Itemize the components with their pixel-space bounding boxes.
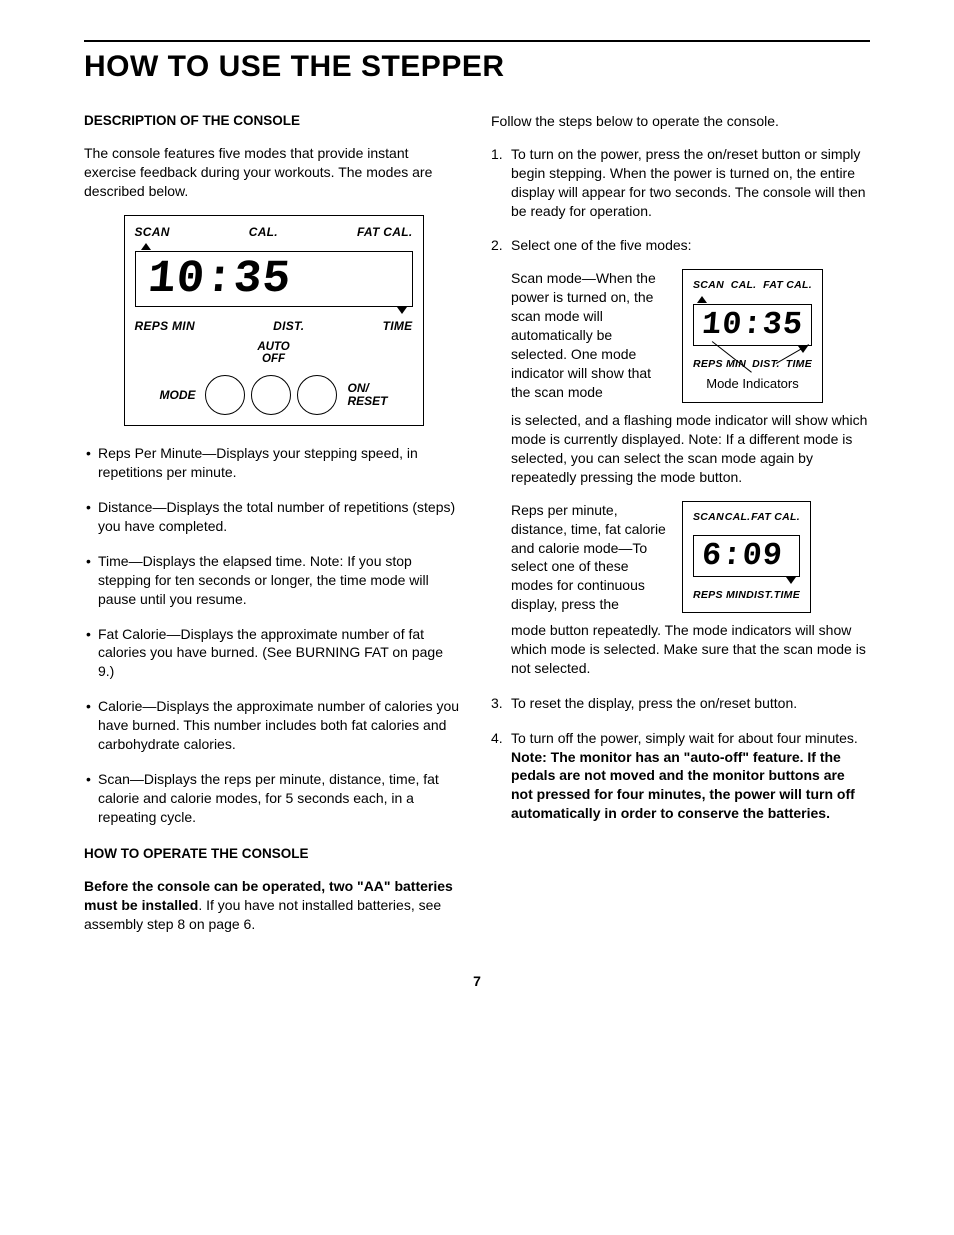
pointer-down-icon (798, 346, 808, 353)
pointer-down-icon (397, 307, 407, 314)
fig-label-scan: SCAN (135, 224, 170, 240)
fig-label-dist: DIST. (273, 318, 304, 334)
left-column: DESCRIPTION OF THE CONSOLE The console f… (84, 112, 463, 947)
fig-label-fatcal: FAT CAL. (357, 224, 413, 240)
mode-button-label: MODE (159, 387, 195, 403)
step-4-bold: Note: The monitor has an "auto-off" feat… (511, 749, 855, 822)
modes-list: Reps Per Minute—Displays your stepping s… (84, 444, 463, 826)
scan-mode-wrap-text: Scan mode—When the power is turned on, t… (511, 270, 656, 399)
fig-label-time: TIME (383, 318, 413, 334)
page-title: HOW TO USE THE STEPPER (84, 50, 870, 84)
step-4-lead: To turn off the power, simply wait for a… (511, 730, 858, 746)
auto-off-button[interactable] (251, 375, 291, 415)
fig-label-scan: SCAN (693, 278, 724, 292)
on-reset-button[interactable] (297, 375, 337, 415)
reps-mode-wrap-text: Reps per minute, distance, time, fat cal… (511, 502, 666, 612)
mode-indicators-caption: Mode Indicators (693, 375, 812, 393)
page-number: 7 (84, 973, 870, 989)
on-reset-label: ON/ RESET (347, 382, 387, 408)
pointer-up-icon (697, 296, 707, 303)
list-item: Fat Calorie—Displays the approximate num… (84, 625, 463, 682)
fig-label-fatcal: FAT CAL. (751, 510, 800, 524)
list-item: Distance—Displays the total number of re… (84, 498, 463, 536)
fig-label-fatcal: FAT CAL. (763, 278, 812, 292)
fig-label-repsmin: REPS MIN (693, 588, 746, 602)
list-item: Calorie—Displays the approximate number … (84, 697, 463, 754)
pointer-down-icon (786, 577, 796, 584)
steps-list: To turn on the power, press the on/reset… (491, 145, 870, 823)
step-3: To reset the display, press the on/reset… (491, 694, 870, 713)
step-4: To turn off the power, simply wait for a… (491, 729, 870, 823)
description-heading: DESCRIPTION OF THE CONSOLE (84, 112, 463, 130)
lcd-box: 10:35 (135, 251, 413, 307)
list-item: Time—Displays the elapsed time. Note: If… (84, 552, 463, 609)
list-item: Scan—Displays the reps per minute, dista… (84, 770, 463, 827)
fig-label-cal: CAL. (725, 510, 751, 524)
scan-mode-after-text: is selected, and a flashing mode indicat… (511, 411, 870, 487)
scan-mode-figure: SCAN CAL. FAT CAL. 10:35 (682, 269, 870, 403)
reps-mode-after-text: mode button repeatedly. The mode indicat… (511, 621, 870, 678)
mode-button[interactable] (205, 375, 245, 415)
right-intro: Follow the steps below to operate the co… (491, 112, 870, 131)
step-2: Select one of the five modes: SCAN CAL. … (491, 236, 870, 677)
lcd-digits: 10:35 (145, 256, 292, 302)
lcd-box: 10:35 (693, 304, 812, 346)
lcd-box: 6:09 (693, 535, 800, 577)
right-column: Follow the steps below to operate the co… (491, 112, 870, 947)
console-figure: SCAN CAL. FAT CAL. 10:35 REPS MIN DIST. … (124, 215, 424, 426)
description-paragraph: The console features five modes that pro… (84, 144, 463, 201)
list-item: Reps Per Minute—Displays your stepping s… (84, 444, 463, 482)
operate-paragraph: Before the console can be operated, two … (84, 877, 463, 934)
fig-label-cal: CAL. (249, 224, 278, 240)
fig-label-dist: DIST. (746, 588, 774, 602)
step-1: To turn on the power, press the on/reset… (491, 145, 870, 221)
lcd-digits: 10:35 (701, 309, 805, 341)
top-rule (84, 40, 870, 42)
lcd-digits: 6:09 (701, 540, 785, 572)
two-column-layout: DESCRIPTION OF THE CONSOLE The console f… (84, 112, 870, 947)
fig-label-cal: CAL. (731, 278, 757, 292)
fig-label-time: TIME (786, 357, 812, 371)
reps-mode-figure: SCAN CAL. FAT CAL. 6:09 RE (682, 501, 870, 613)
fig-label-time: TIME (774, 588, 800, 602)
auto-off-label: AUTO OFF (135, 342, 413, 365)
pointer-up-icon (141, 243, 151, 250)
fig-label-scan: SCAN (693, 510, 724, 524)
fig-label-repsmin: REPS MIN (135, 318, 195, 334)
step-2-lead: Select one of the five modes: (511, 237, 692, 253)
document-page: HOW TO USE THE STEPPER DESCRIPTION OF TH… (0, 0, 954, 1019)
operate-heading: HOW TO OPERATE THE CONSOLE (84, 845, 463, 863)
